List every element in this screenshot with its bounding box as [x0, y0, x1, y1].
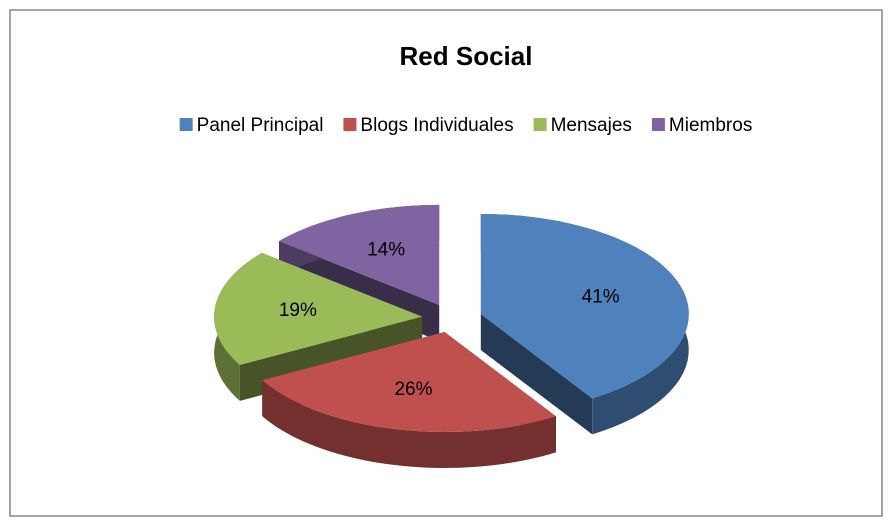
slice-top	[480, 214, 689, 399]
slice-top	[262, 331, 556, 432]
slice-top	[279, 204, 440, 305]
data-label: 19%	[279, 300, 317, 321]
slice	[262, 331, 556, 468]
legend-label: Miembros	[669, 115, 752, 136]
data-label: 26%	[394, 379, 432, 400]
legend-label: Mensajes	[551, 115, 632, 136]
data-label: 41%	[582, 286, 620, 307]
legend-label: Blogs Individuales	[360, 115, 513, 136]
legend-swatch	[651, 118, 665, 131]
legend-swatch	[533, 118, 547, 131]
legend: Panel Principal Blogs Individuales Mensaje…	[179, 115, 752, 136]
data-label: 14%	[367, 240, 405, 261]
legend-label: Panel Principal	[197, 115, 324, 136]
slice-wall	[262, 380, 556, 468]
slice-side	[480, 313, 593, 435]
slice-top	[214, 252, 423, 365]
slice	[480, 214, 689, 435]
legend-swatch	[179, 118, 193, 131]
legend-swatch	[343, 118, 357, 131]
chart-title: Red Social	[400, 41, 533, 71]
